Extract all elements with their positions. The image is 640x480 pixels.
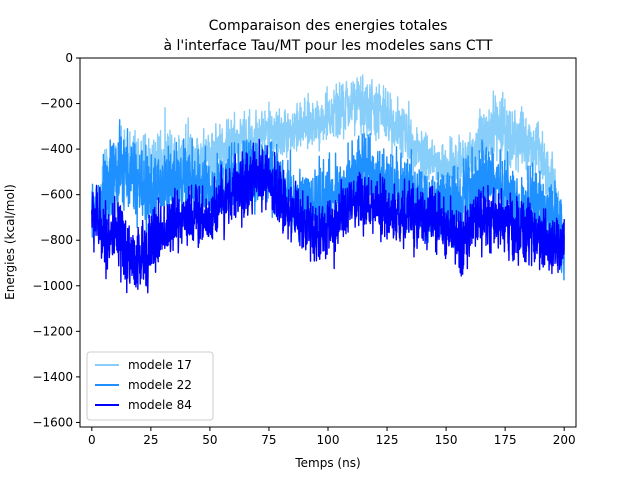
x-axis-title: Temps (ns) xyxy=(294,456,360,470)
chart-title-line-2: à l'interface Tau/MT pour les modeles sa… xyxy=(164,38,493,54)
x-tick-label: 50 xyxy=(202,433,217,447)
y-tick-label: −1200 xyxy=(32,324,73,338)
x-tick-label: 0 xyxy=(88,433,96,447)
series-line-modele-22 xyxy=(91,119,565,281)
x-tick-label: 25 xyxy=(143,433,158,447)
legend-box xyxy=(86,351,214,421)
legend-label: modele 17 xyxy=(128,358,192,372)
y-tick-label: −1000 xyxy=(32,279,73,293)
x-tick-label: 150 xyxy=(435,433,458,447)
y-tick-label: 0 xyxy=(65,51,73,65)
x-tick-label: 200 xyxy=(553,433,576,447)
series-layer xyxy=(91,74,565,294)
x-tick-label: 100 xyxy=(317,433,340,447)
legend-label: modele 22 xyxy=(128,378,192,392)
y-tick-label: −800 xyxy=(40,233,73,247)
y-axis: 0 −200 −400 −600 −800 −1000 −1200 −1400 −1600 xyxy=(32,51,80,429)
y-tick-label: −400 xyxy=(40,142,73,156)
y-tick-label: −200 xyxy=(40,97,73,111)
y-tick-label: −1600 xyxy=(32,415,73,429)
x-axis: 0 25 50 75 100 125 150 175 200 xyxy=(88,427,576,447)
x-tick-label: 125 xyxy=(376,433,399,447)
y-tick-label: −1400 xyxy=(32,370,73,384)
series-line-modele-84 xyxy=(91,138,565,294)
legend: modele 17 modele 22 modele 84 xyxy=(86,351,214,421)
x-tick-label: 175 xyxy=(494,433,517,447)
y-axis-title: Energies (kcal/mol) xyxy=(3,184,17,300)
y-tick-label: −600 xyxy=(40,188,73,202)
chart-title-line-1: Comparaison des energies totales xyxy=(209,18,448,34)
x-tick-label: 75 xyxy=(261,433,276,447)
legend-label: modele 84 xyxy=(128,398,192,412)
